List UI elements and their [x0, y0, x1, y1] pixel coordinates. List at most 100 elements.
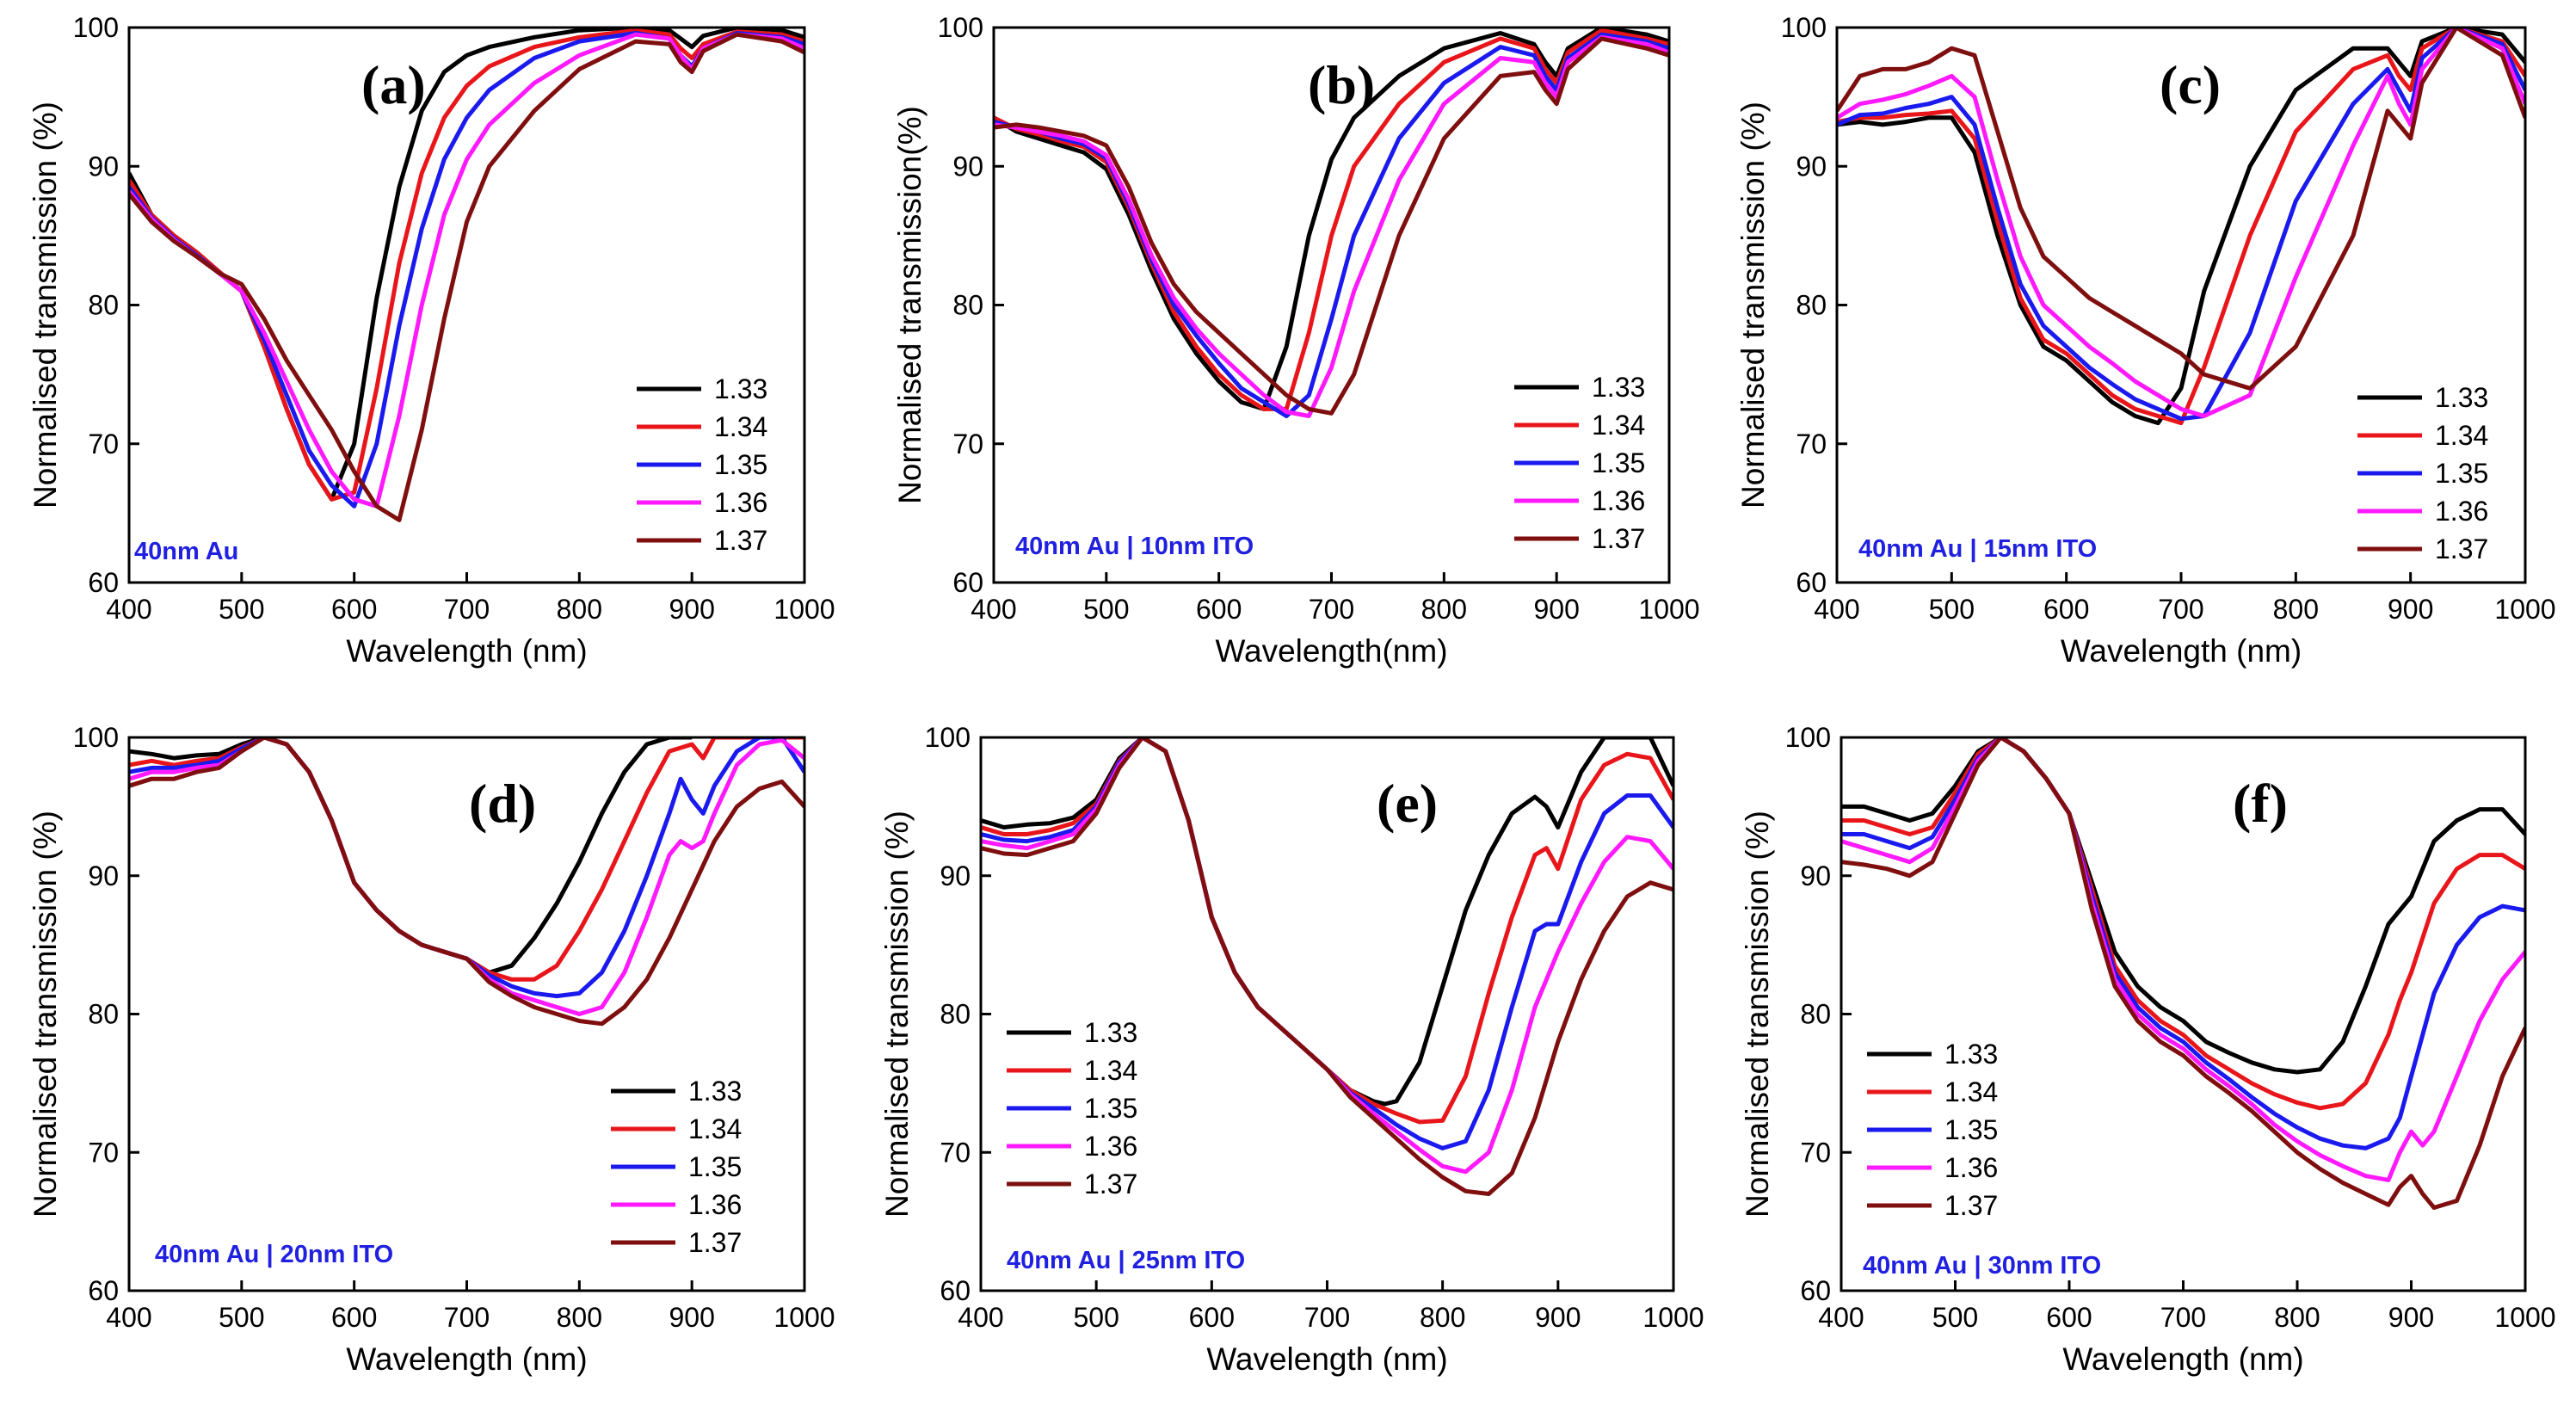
sample-note: 40nm Au | 25nm ITO	[1007, 1247, 1245, 1274]
y-tick-label: 80	[88, 999, 119, 1030]
panel-letter: (b)	[1308, 54, 1375, 115]
legend-label: 1.36	[714, 487, 767, 518]
legend-label: 1.37	[2435, 533, 2488, 564]
x-tick-label: 700	[444, 1302, 490, 1333]
series-line-1-33	[981, 737, 1673, 1107]
y-tick-label: 80	[940, 999, 971, 1030]
x-axis-label: Wavelength (nm)	[346, 1341, 587, 1377]
x-tick-label: 900	[669, 594, 714, 625]
y-tick-label: 60	[1800, 1275, 1831, 1306]
chart-panel-3: 400 500 600 700 800 900 1000 60 70 80 90 100 Wavelen…	[1735, 12, 2556, 669]
x-tick-label: 800	[1420, 1302, 1465, 1333]
y-tick-label: 60	[88, 1275, 119, 1306]
series-line-1-37	[994, 36, 1669, 416]
x-tick-label: 1000	[2494, 594, 2555, 625]
x-tick-label: 900	[2388, 1302, 2434, 1333]
y-tick-label: 70	[952, 429, 983, 459]
legend-label: 1.34	[1944, 1076, 1998, 1107]
sample-note: 40nm Au | 20nm ITO	[155, 1241, 393, 1268]
x-tick-label: 500	[1932, 1302, 1978, 1333]
y-tick-label: 80	[1796, 290, 1827, 321]
y-tick-label: 60	[1796, 567, 1827, 598]
x-tick-label: 500	[1083, 594, 1129, 625]
series-line-1-36	[129, 737, 804, 1016]
y-tick-label: 70	[1800, 1137, 1831, 1168]
series-line-1-34	[1841, 737, 2525, 1111]
x-tick-label: 400	[958, 1302, 1003, 1333]
series-line-1-34	[129, 28, 804, 502]
series-line-1-33	[994, 28, 1669, 411]
x-tick-label: 600	[1196, 594, 1242, 625]
series-line-1-36	[129, 32, 804, 509]
legend-label: 1.37	[1084, 1169, 1137, 1199]
series-line-1-36	[1837, 28, 2525, 418]
y-axis-label: Normalised transmission(%)	[892, 106, 927, 504]
x-tick-label: 700	[444, 594, 490, 625]
legend-label: 1.37	[1944, 1190, 1998, 1221]
series-line-1-33	[1837, 28, 2525, 426]
y-tick-label: 100	[925, 722, 971, 753]
chart-panel-6: 400 500 600 700 800 900 1000 60 70 80 90 100 Wavelen…	[1740, 722, 2556, 1377]
y-tick-label: 100	[1781, 12, 1827, 43]
legend-label: 1.36	[1084, 1131, 1137, 1162]
x-tick-label: 400	[106, 1302, 151, 1333]
legend-label: 1.34	[714, 411, 767, 442]
y-tick-label: 60	[940, 1275, 971, 1306]
series-line-1-37	[981, 737, 1673, 1196]
y-tick-label: 90	[1796, 151, 1827, 182]
x-tick-label: 500	[219, 594, 264, 625]
sample-note: 40nm Au | 10nm ITO	[1015, 533, 1254, 560]
x-tick-label: 1000	[1642, 1302, 1704, 1333]
legend-label: 1.35	[714, 449, 767, 480]
panel-letter: (f)	[2233, 773, 2288, 834]
y-tick-label: 100	[73, 722, 119, 753]
legend-label: 1.36	[688, 1189, 742, 1220]
y-tick-label: 80	[952, 290, 983, 321]
y-axis-label: Normalised transmission (%)	[879, 811, 915, 1218]
legend-label: 1.36	[2435, 496, 2488, 527]
series-line-1-34	[1837, 28, 2525, 426]
x-axis-label: Wavelength (nm)	[1206, 1341, 1447, 1377]
legend-label: 1.33	[1084, 1017, 1137, 1048]
y-tick-label: 100	[1785, 722, 1831, 753]
x-tick-label: 800	[2274, 1302, 2320, 1333]
x-tick-label: 600	[2043, 594, 2089, 625]
series-line-1-35	[1837, 28, 2525, 422]
x-tick-label: 600	[2046, 1302, 2092, 1333]
series-line-1-37	[129, 737, 804, 1027]
legend-label: 1.35	[688, 1151, 742, 1182]
chart-panel-5: 400 500 600 700 800 900 1000 60 70 80 90 100 Wavelen…	[879, 722, 1704, 1377]
x-tick-label: 500	[219, 1302, 264, 1333]
x-tick-label: 1000	[1638, 594, 1699, 625]
sample-note: 40nm Au	[134, 538, 238, 565]
panel-letter: (a)	[361, 54, 426, 115]
y-tick-label: 100	[73, 12, 119, 43]
x-tick-label: 500	[1929, 594, 1975, 625]
x-tick-label: 600	[1189, 1302, 1235, 1333]
y-tick-label: 70	[940, 1137, 971, 1168]
x-tick-label: 900	[669, 1302, 714, 1333]
series-line-1-35	[1841, 737, 2525, 1150]
panel-letter: (e)	[1377, 773, 1438, 834]
chart-panel-1: 400 500 600 700 800 900 1000 60 70 80 90 100 Wavelen…	[28, 12, 835, 669]
panel-letter: (c)	[2160, 54, 2221, 115]
x-axis-label: Wavelength(nm)	[1215, 633, 1447, 669]
y-tick-label: 60	[88, 567, 119, 598]
x-tick-label: 800	[557, 1302, 602, 1333]
legend-label: 1.33	[1944, 1039, 1998, 1070]
legend-label: 1.37	[1592, 523, 1645, 554]
x-tick-label: 1000	[773, 594, 835, 625]
series-line-1-37	[1841, 737, 2525, 1210]
x-tick-label: 700	[1309, 594, 1354, 625]
y-tick-label: 90	[88, 151, 119, 182]
legend-label: 1.34	[1084, 1055, 1137, 1086]
x-tick-label: 800	[2273, 594, 2319, 625]
y-tick-label: 60	[952, 567, 983, 598]
y-axis-label: Normalised transmission (%)	[1735, 102, 1771, 509]
series-line-1-37	[129, 32, 804, 522]
x-tick-label: 600	[331, 1302, 377, 1333]
legend-label: 1.35	[1944, 1114, 1998, 1145]
legend-label: 1.34	[2435, 420, 2488, 451]
series-line-1-35	[129, 31, 804, 509]
x-tick-label: 700	[2158, 594, 2203, 625]
